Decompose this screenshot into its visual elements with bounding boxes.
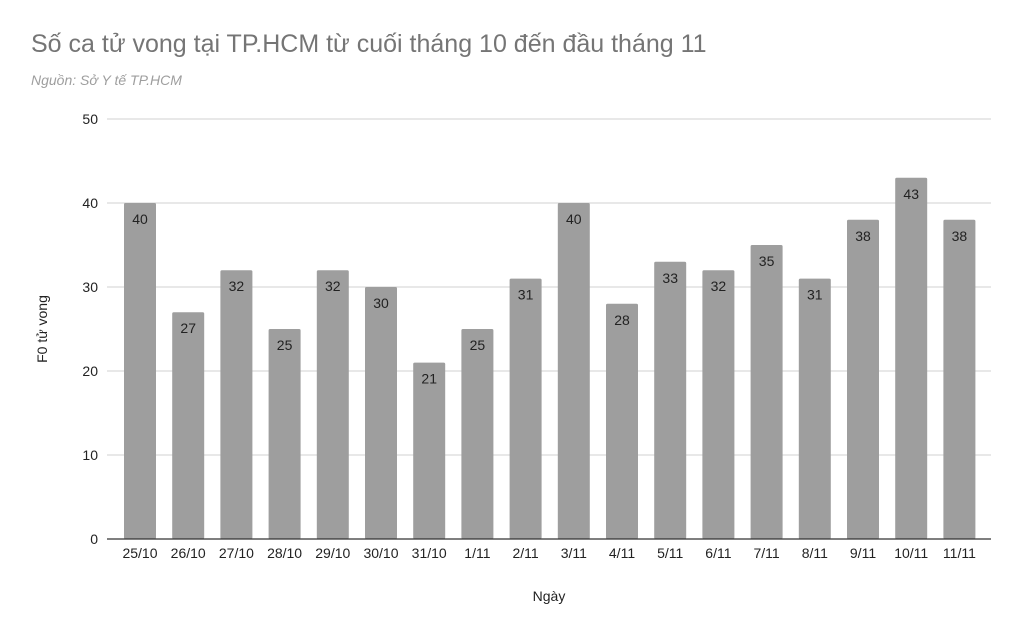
x-tick-label: 31/10 (412, 545, 447, 561)
bar-value-label: 30 (373, 295, 389, 311)
chart-title: Số ca tử vong tại TP.HCM từ cuối tháng 1… (31, 30, 707, 58)
bar (557, 203, 590, 539)
bar (413, 362, 446, 539)
bar-value-label: 40 (566, 211, 582, 227)
bar (268, 329, 301, 539)
bars: 40 27 32 25 32 30 21 25 31 40 28 33 32 35 31 38 43 38 (124, 177, 976, 540)
y-tick-label: 30 (82, 279, 98, 295)
x-axis-title: Ngày (533, 588, 566, 604)
x-axis-ticks: 25/10 26/10 27/10 28/10 29/10 30/10 31/10 1/11 2… (122, 545, 976, 561)
bar-value-label: 32 (711, 278, 727, 294)
y-tick-label: 10 (82, 447, 98, 463)
y-axis-ticks: 0 10 20 30 40 50 (82, 111, 98, 547)
bar-value-label: 27 (180, 320, 196, 336)
y-axis-title: F0 tử vong (34, 295, 50, 363)
x-tick-label: 2/11 (512, 545, 538, 561)
bar-value-label: 32 (325, 278, 341, 294)
bar (124, 203, 156, 539)
bar (365, 287, 397, 539)
y-tick-label: 20 (82, 363, 98, 379)
x-tick-label: 10/11 (894, 545, 928, 561)
bar (172, 312, 205, 539)
bar (702, 270, 735, 539)
bar (316, 270, 349, 539)
bar (943, 219, 976, 540)
gridlines (107, 118, 991, 456)
bar-value-label: 33 (662, 270, 678, 286)
bar-value-label: 21 (421, 371, 437, 387)
bar-value-label: 43 (903, 186, 919, 202)
bar (509, 278, 542, 539)
x-tick-label: 4/11 (609, 545, 635, 561)
x-tick-label: 30/10 (363, 545, 398, 561)
y-tick-label: 50 (82, 111, 98, 127)
bar-value-label: 25 (277, 337, 293, 353)
x-tick-label: 7/11 (753, 545, 779, 561)
x-tick-label: 1/11 (464, 545, 490, 561)
bar-value-label: 32 (229, 278, 245, 294)
x-tick-label: 26/10 (171, 545, 206, 561)
bar-value-label: 35 (759, 253, 775, 269)
bar (750, 245, 783, 539)
bar-value-label: 31 (807, 287, 823, 303)
bar-value-label: 38 (952, 228, 968, 244)
chart-subtitle: Nguồn: Sở Y tế TP.HCM (31, 72, 182, 88)
bar (847, 219, 879, 540)
bar (606, 303, 638, 539)
x-tick-label: 6/11 (705, 545, 731, 561)
bar-value-label: 38 (855, 228, 871, 244)
x-tick-label: 28/10 (267, 545, 302, 561)
x-tick-label: 11/11 (943, 545, 976, 561)
bar-value-label: 40 (132, 211, 148, 227)
bar-value-label: 31 (518, 287, 534, 303)
y-tick-label: 40 (82, 195, 98, 211)
bar (654, 261, 687, 539)
x-tick-label: 29/10 (315, 545, 350, 561)
bar-value-label: 28 (614, 312, 630, 328)
bar (461, 329, 494, 539)
x-tick-label: 27/10 (219, 545, 254, 561)
y-tick-label: 0 (90, 531, 98, 547)
x-tick-label: 25/10 (122, 545, 157, 561)
x-tick-label: 9/11 (850, 545, 876, 561)
x-tick-label: 8/11 (802, 545, 828, 561)
x-tick-label: 5/11 (657, 545, 683, 561)
x-tick-label: 3/11 (561, 545, 587, 561)
bar-value-label: 25 (470, 337, 486, 353)
bar (220, 270, 253, 539)
bar (798, 278, 831, 539)
bar (895, 177, 928, 540)
